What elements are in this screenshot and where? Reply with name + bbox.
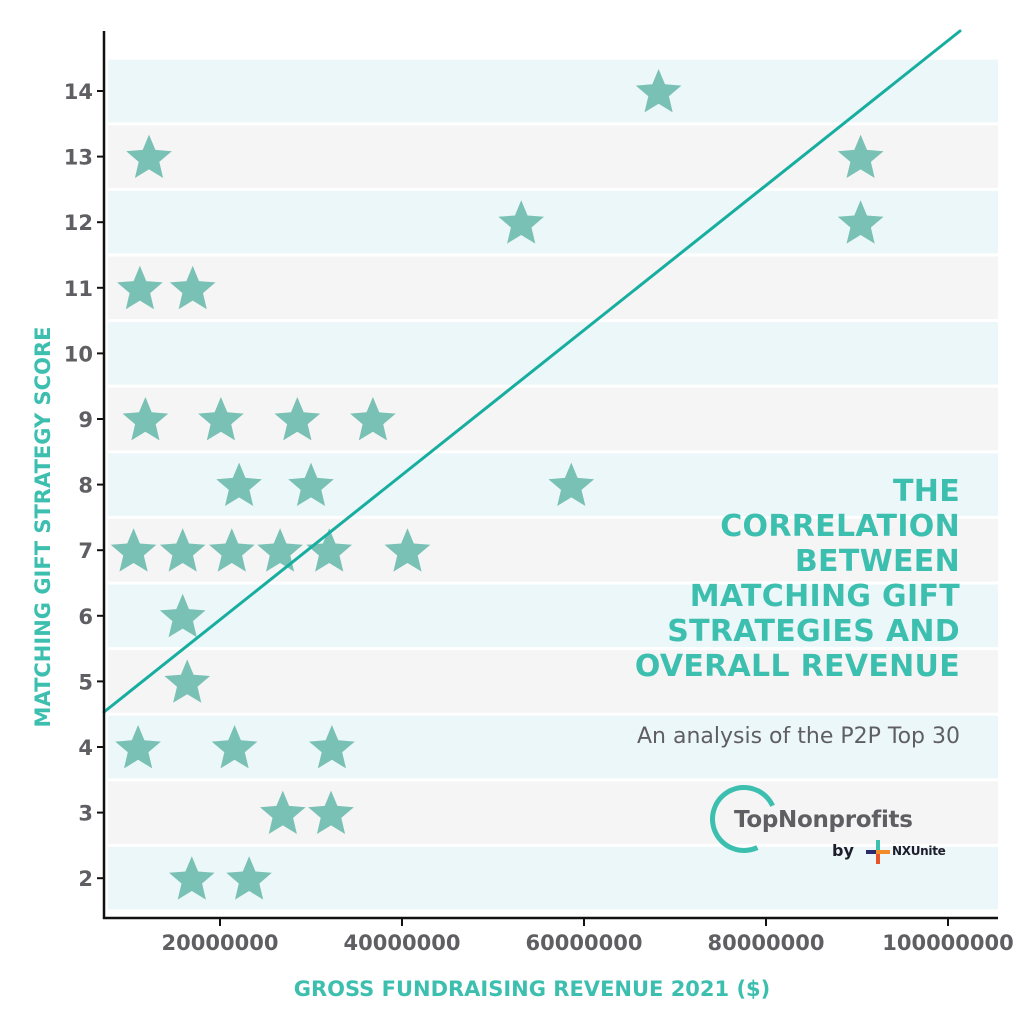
star-marker <box>260 790 306 834</box>
band-row <box>108 715 998 779</box>
band-row <box>108 387 998 451</box>
band-row <box>108 59 998 123</box>
star-marker <box>350 397 396 441</box>
star-marker <box>209 528 255 572</box>
y-tick-label: 8 <box>78 474 93 498</box>
y-axis-title: MATCHING GIFT STRATEGY SCORE <box>31 327 55 728</box>
star-marker <box>126 134 172 178</box>
y-tick-label: 2 <box>78 867 93 891</box>
band-row <box>108 781 998 844</box>
background-bands <box>108 59 998 910</box>
star-marker <box>257 528 303 572</box>
band-row <box>108 518 998 582</box>
logo-partner-text: NXUnite <box>892 844 946 858</box>
y-tick-label: 7 <box>78 539 93 563</box>
x-axis-ticks: 20000000 40000000 60000000 80000000 10000000… <box>162 918 1014 955</box>
star-marker <box>122 397 169 441</box>
star-marker <box>288 462 334 506</box>
star-marker <box>164 659 211 703</box>
band-row <box>108 650 998 713</box>
y-tick-label: 9 <box>78 408 93 432</box>
axes <box>102 31 998 920</box>
star-marker <box>169 856 215 900</box>
chart-subtitle: An analysis of the P2P Top 30 <box>637 724 960 749</box>
y-tick-label: 4 <box>78 736 93 760</box>
title-line: STRATEGIES AND <box>667 614 960 649</box>
star-marker <box>211 725 258 769</box>
x-tick-label: 20000000 <box>162 931 279 955</box>
star-marker <box>635 69 682 113</box>
title-line: CORRELATION <box>720 509 960 544</box>
star-marker <box>309 725 355 769</box>
star-marker <box>117 265 163 310</box>
x-tick-label: 80000000 <box>708 931 825 955</box>
star-marker <box>306 528 352 572</box>
trend-line <box>102 29 962 714</box>
star-marker <box>110 528 157 572</box>
title-line: OVERALL REVENUE <box>634 649 960 684</box>
band-row <box>108 584 998 648</box>
logo-by-text: by <box>832 841 854 860</box>
y-tick-label: 12 <box>64 211 93 235</box>
star-marker <box>274 397 321 441</box>
nxunite-cross-icon <box>866 840 890 864</box>
band-row <box>108 256 998 320</box>
logo-wordmark: TopNonprofits <box>734 807 913 833</box>
star-marker <box>837 200 884 244</box>
chart-title: THE CORRELATION BETWEEN MATCHING GIFT ST… <box>520 474 960 684</box>
x-axis-title: GROSS FUNDRAISING REVENUE 2021 ($) <box>294 977 771 1001</box>
y-tick-label: 3 <box>78 802 93 826</box>
x-tick-label: 100000000 <box>882 931 1014 955</box>
data-points <box>110 69 884 900</box>
y-tick-label: 5 <box>78 670 93 694</box>
topnonprofits-logo: TopNonprofits by NXUnite <box>700 775 968 868</box>
title-line: THE <box>893 474 960 509</box>
star-marker <box>159 593 206 638</box>
band-row <box>108 453 998 516</box>
star-marker <box>159 528 206 572</box>
y-tick-label: 13 <box>64 146 93 170</box>
title-line: BETWEEN <box>794 544 960 579</box>
star-marker <box>548 462 595 506</box>
title-line: MATCHING GIFT <box>689 579 960 614</box>
star-marker <box>169 265 216 310</box>
y-tick-label: 11 <box>64 277 93 301</box>
y-tick-label: 6 <box>78 605 93 629</box>
y-axis-ticks: 2 3 4 5 6 7 8 9 10 11 12 13 14 <box>64 80 104 891</box>
star-marker <box>226 856 272 900</box>
star-marker <box>837 134 884 178</box>
star-marker <box>216 462 262 506</box>
star-marker <box>198 397 244 441</box>
star-marker <box>115 725 161 769</box>
y-tick-label: 14 <box>64 80 93 104</box>
star-marker <box>498 200 544 244</box>
x-tick-label: 60000000 <box>526 931 643 955</box>
star-marker <box>384 528 431 572</box>
star-marker <box>308 790 354 834</box>
y-tick-label: 10 <box>64 342 93 366</box>
x-tick-label: 40000000 <box>344 931 461 955</box>
